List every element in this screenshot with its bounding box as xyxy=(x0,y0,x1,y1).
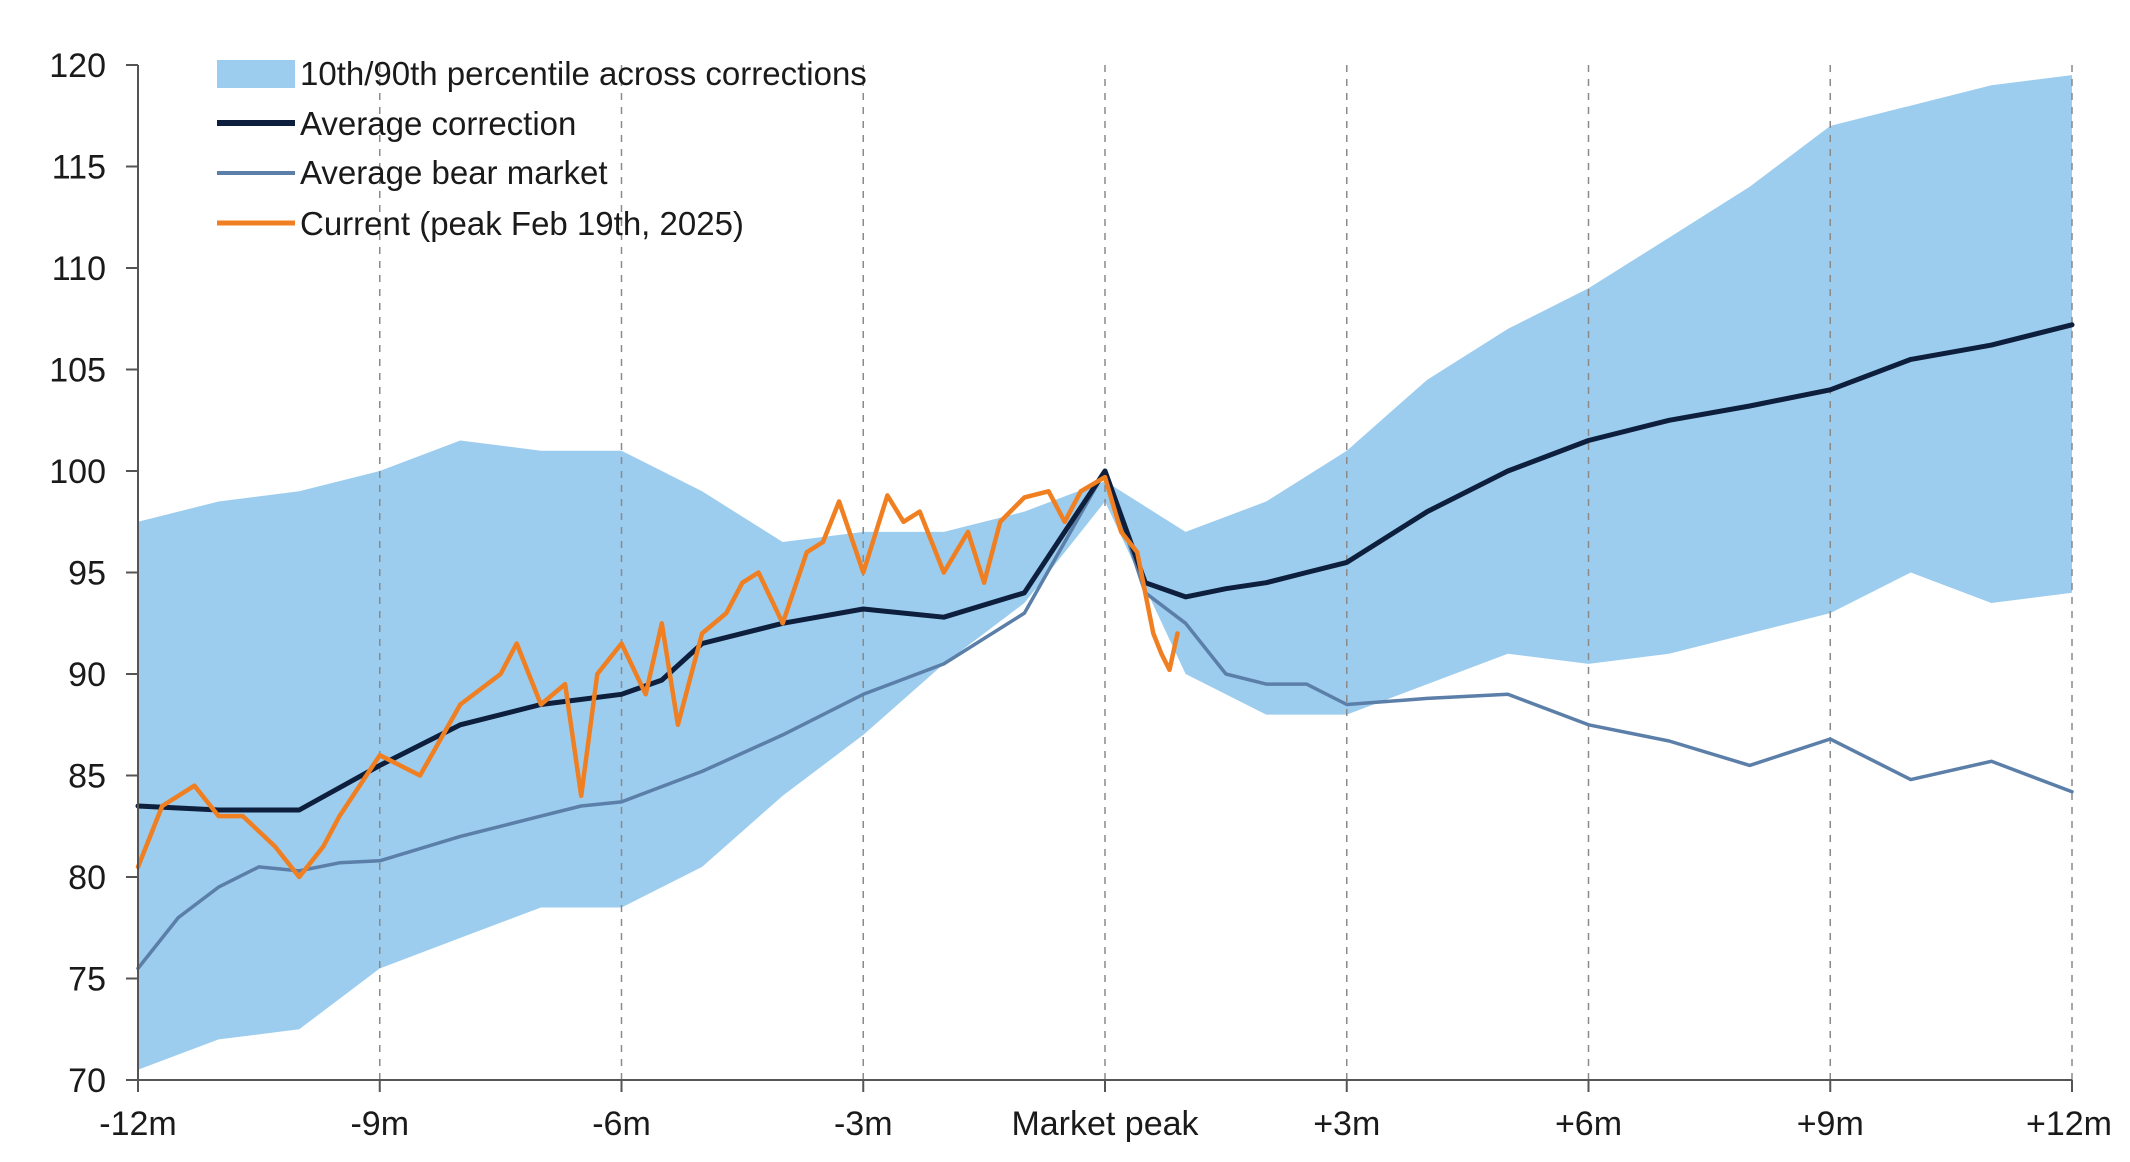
y-tick-label: 95 xyxy=(68,555,106,593)
x-tick-label: +12m xyxy=(2026,1105,2112,1143)
x-tick-label: -3m xyxy=(834,1105,893,1143)
x-tick-label: +3m xyxy=(1313,1105,1380,1143)
legend-label-band: 10th/90th percentile across corrections xyxy=(300,55,867,92)
legend-swatch-band xyxy=(217,60,295,88)
series-lines-layer xyxy=(135,322,2075,971)
x-tick-label: +9m xyxy=(1797,1105,1864,1143)
y-tick-label: 90 xyxy=(68,656,106,694)
legend-label-average-correction: Average correction xyxy=(300,105,576,142)
x-tick-label: -6m xyxy=(592,1105,651,1143)
average-bear-market-line xyxy=(136,469,2074,971)
y-tick-label: 100 xyxy=(49,453,106,491)
y-tick-label: 75 xyxy=(68,961,106,999)
y-tick-label: 110 xyxy=(52,250,106,288)
legend-label-average-bear-market: Average bear market xyxy=(300,154,608,191)
y-tick-label: 70 xyxy=(68,1062,106,1100)
y-tick-label: 115 xyxy=(52,149,106,187)
x-tick-label: -9m xyxy=(350,1105,409,1143)
legend: 10th/90th percentile across corrections … xyxy=(217,55,867,242)
current-line xyxy=(135,474,1180,880)
axes-layer: 70 75 80 85 90 95 100 105 110 115 120 -12m -9m -6m -3m… xyxy=(49,47,2112,1143)
x-tick-label: +6m xyxy=(1555,1105,1622,1143)
y-tick-label: 85 xyxy=(68,758,106,796)
y-tick-label: 120 xyxy=(49,47,106,85)
y-tick-label: 80 xyxy=(68,859,106,897)
legend-label-current: Current (peak Feb 19th, 2025) xyxy=(300,205,744,242)
y-tick-label: 105 xyxy=(49,352,106,390)
x-tick-label: Market peak xyxy=(1011,1105,1199,1143)
x-tick-label: -12m xyxy=(99,1105,176,1143)
